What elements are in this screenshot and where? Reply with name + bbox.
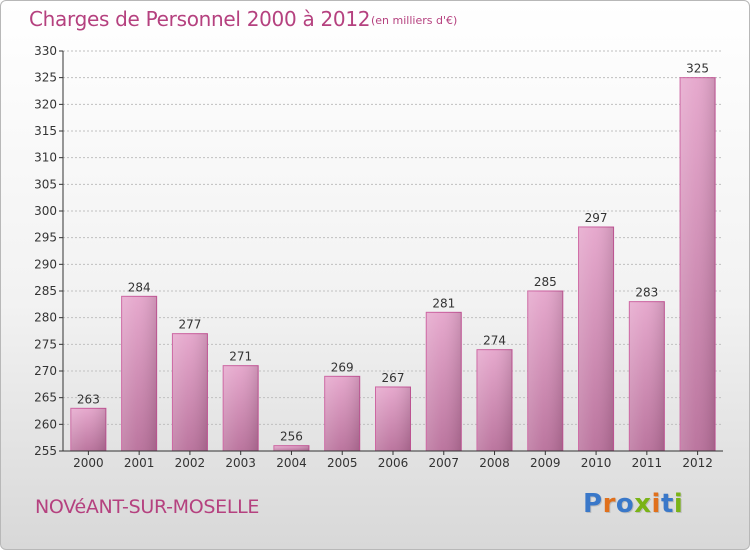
proxiti-logo[interactable]: Proxiti bbox=[583, 489, 683, 519]
y-tick-label: 260 bbox=[34, 417, 57, 431]
chart-unit: (en milliers d'€) bbox=[371, 14, 458, 27]
x-tick-label: 2000 bbox=[73, 456, 104, 470]
y-tick-label: 290 bbox=[34, 257, 57, 271]
x-tick-label: 2002 bbox=[175, 456, 206, 470]
logo-letter: i bbox=[651, 489, 661, 519]
data-label: 267 bbox=[382, 371, 405, 385]
y-tick-label: 300 bbox=[34, 204, 57, 218]
x-tick-label: 2007 bbox=[428, 456, 459, 470]
data-label: 277 bbox=[178, 318, 201, 332]
logo-letter: i bbox=[673, 489, 684, 519]
data-label: 297 bbox=[585, 211, 608, 225]
bar-2003[interactable] bbox=[222, 365, 259, 452]
x-tick-label: 2006 bbox=[378, 456, 409, 470]
bar-2008[interactable] bbox=[476, 349, 513, 452]
y-tick-label: 315 bbox=[34, 124, 57, 138]
y-tick-label: 280 bbox=[34, 311, 57, 325]
logo-letter: x bbox=[634, 489, 652, 519]
y-tick-label: 330 bbox=[34, 44, 57, 58]
y-tick-label: 275 bbox=[34, 337, 57, 351]
data-label: 256 bbox=[280, 430, 303, 444]
data-label: 271 bbox=[229, 350, 252, 364]
data-label: 274 bbox=[483, 334, 506, 348]
logo-letter: t bbox=[660, 489, 674, 519]
x-tick-label: 2008 bbox=[479, 456, 510, 470]
x-tick-label: 2011 bbox=[632, 456, 663, 470]
data-label: 281 bbox=[432, 296, 455, 310]
x-tick-label: 2001 bbox=[124, 456, 155, 470]
chart-title: Charges de Personnel 2000 à 2012 bbox=[29, 7, 371, 31]
bar-2011[interactable] bbox=[628, 301, 665, 452]
y-tick-label: 325 bbox=[34, 71, 57, 85]
bar-2010[interactable] bbox=[578, 226, 615, 452]
bar-2002[interactable] bbox=[171, 333, 208, 452]
bar-2006[interactable] bbox=[375, 386, 411, 452]
bar-2009[interactable] bbox=[527, 290, 564, 452]
data-label: 269 bbox=[331, 360, 354, 374]
logo-letter: r bbox=[602, 489, 616, 519]
logo-letter: o bbox=[615, 489, 635, 519]
data-label: 285 bbox=[534, 275, 557, 289]
data-label: 263 bbox=[77, 392, 100, 406]
bar-2000[interactable] bbox=[70, 407, 107, 452]
y-tick-label: 255 bbox=[34, 444, 57, 458]
x-tick-label: 2004 bbox=[276, 456, 307, 470]
bar-2004[interactable] bbox=[273, 445, 310, 452]
y-tick-label: 295 bbox=[34, 231, 57, 245]
x-tick-label: 2010 bbox=[581, 456, 612, 470]
data-label: 325 bbox=[686, 62, 709, 76]
y-tick-label: 265 bbox=[34, 391, 57, 405]
bar-2005[interactable] bbox=[324, 375, 361, 452]
data-label: 284 bbox=[128, 280, 151, 294]
x-tick-label: 2012 bbox=[682, 456, 713, 470]
x-tick-label: 2005 bbox=[327, 456, 358, 470]
y-tick-label: 320 bbox=[34, 97, 57, 111]
x-tick-label: 2009 bbox=[530, 456, 561, 470]
y-tick-label: 310 bbox=[34, 151, 57, 165]
y-tick-label: 285 bbox=[34, 284, 57, 298]
y-tick-label: 270 bbox=[34, 364, 57, 378]
logo-letter: P bbox=[583, 489, 603, 519]
y-tick-label: 305 bbox=[34, 177, 57, 191]
bar-2007[interactable] bbox=[425, 311, 462, 452]
data-label: 283 bbox=[635, 286, 658, 300]
x-tick-label: 2003 bbox=[225, 456, 256, 470]
commune-name: NOVéANT-SUR-MOSELLE bbox=[35, 496, 260, 518]
bar-2001[interactable] bbox=[121, 295, 158, 452]
bar-2012[interactable] bbox=[679, 77, 716, 452]
